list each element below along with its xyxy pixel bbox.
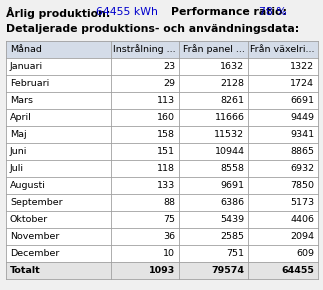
Text: 64455 kWh: 64455 kWh [96,7,158,17]
Text: 9691: 9691 [220,181,245,190]
Text: 5439: 5439 [220,215,245,224]
Text: 8261: 8261 [220,96,245,105]
Text: 158: 158 [157,130,175,139]
Text: Från panel ...: Från panel ... [182,45,245,55]
Text: 113: 113 [157,96,175,105]
Text: 88: 88 [163,198,175,207]
Text: Juni: Juni [10,147,27,156]
Text: 8865: 8865 [290,147,314,156]
Text: September: September [10,198,63,207]
Text: 1093: 1093 [149,266,175,275]
Text: April: April [10,113,32,122]
Text: Detaljerade produktions- och användningsdata:: Detaljerade produktions- och användnings… [6,24,299,34]
Text: 6932: 6932 [290,164,314,173]
Text: 64455: 64455 [281,266,314,275]
Text: 2128: 2128 [220,79,245,88]
Text: 9341: 9341 [290,130,314,139]
Text: 78 %: 78 % [259,7,287,17]
Text: November: November [10,232,59,241]
Text: 6691: 6691 [290,96,314,105]
Text: Totalt: Totalt [10,266,41,275]
Text: Instrålning ...: Instrålning ... [112,45,175,55]
Text: 23: 23 [163,62,175,71]
Text: 11666: 11666 [214,113,245,122]
Text: 75: 75 [163,215,175,224]
Text: Månad: Månad [10,45,42,54]
Text: 133: 133 [157,181,175,190]
Text: Årlig produktion:: Årlig produktion: [6,7,110,19]
Text: 151: 151 [157,147,175,156]
Text: 118: 118 [157,164,175,173]
Text: 29: 29 [163,79,175,88]
Text: 79574: 79574 [212,266,245,275]
Text: 751: 751 [226,249,245,258]
Text: 7850: 7850 [290,181,314,190]
Text: Från växelri...: Från växelri... [249,45,314,54]
Bar [6,58,318,262]
Text: Februari: Februari [10,79,49,88]
Text: 1632: 1632 [220,62,245,71]
Text: Oktober: Oktober [10,215,48,224]
Text: 5173: 5173 [290,198,314,207]
Text: Augusti: Augusti [10,181,46,190]
Text: 1322: 1322 [290,62,314,71]
Text: 1724: 1724 [290,79,314,88]
Bar [6,262,318,279]
Text: Juli: Juli [10,164,24,173]
Text: 10944: 10944 [214,147,245,156]
Text: 9449: 9449 [290,113,314,122]
Text: 11532: 11532 [214,130,245,139]
Text: 160: 160 [157,113,175,122]
Text: 10: 10 [163,249,175,258]
Text: 8558: 8558 [220,164,245,173]
Text: Maj: Maj [10,130,26,139]
Text: 4406: 4406 [290,215,314,224]
Text: 36: 36 [163,232,175,241]
Text: 2585: 2585 [220,232,245,241]
Bar [6,41,318,58]
Text: Performance ratio:: Performance ratio: [171,7,287,17]
Text: Mars: Mars [10,96,33,105]
Text: December: December [10,249,59,258]
Text: 6386: 6386 [220,198,245,207]
Text: Januari: Januari [10,62,43,71]
Text: 2094: 2094 [290,232,314,241]
Text: 609: 609 [296,249,314,258]
